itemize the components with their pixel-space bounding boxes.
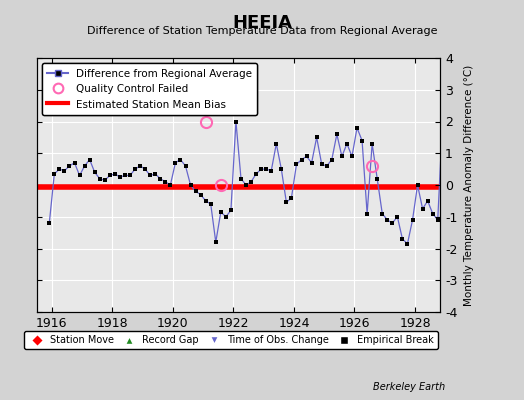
Text: Berkeley Earth: Berkeley Earth bbox=[373, 382, 445, 392]
Text: Difference of Station Temperature Data from Regional Average: Difference of Station Temperature Data f… bbox=[87, 26, 437, 36]
Text: HEEIA: HEEIA bbox=[232, 14, 292, 32]
Legend: Difference from Regional Average, Quality Control Failed, Estimated Station Mean: Difference from Regional Average, Qualit… bbox=[42, 63, 257, 115]
Y-axis label: Monthly Temperature Anomaly Difference (°C): Monthly Temperature Anomaly Difference (… bbox=[464, 64, 474, 306]
Legend: Station Move, Record Gap, Time of Obs. Change, Empirical Break: Station Move, Record Gap, Time of Obs. C… bbox=[24, 331, 438, 349]
